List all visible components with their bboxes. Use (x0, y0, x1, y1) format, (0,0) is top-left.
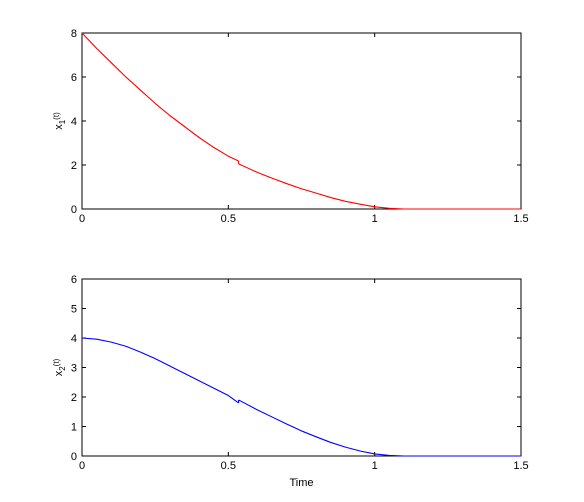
y-axis-label: x2(t) (52, 358, 67, 376)
y-tick-label: 8 (71, 28, 77, 40)
x-tick-label: 1 (372, 460, 378, 472)
x-tick-label: 1.5 (513, 213, 528, 225)
y-label-suffix: (t) (52, 358, 61, 366)
x-axis-label: Time (289, 477, 313, 489)
y-label-main: x (53, 124, 65, 130)
x-tick-label: 1.5 (513, 460, 528, 472)
series-line-segment (238, 163, 521, 210)
y-label-suffix: (t) (52, 112, 61, 120)
series-line-segment (81, 337, 239, 404)
y-label-main: x (53, 370, 65, 376)
x-tick-label: 0 (79, 460, 85, 472)
y-tick-label: 6 (71, 274, 77, 286)
y-tick-label: 2 (71, 392, 77, 404)
y-tick-label: 6 (71, 72, 77, 84)
y-axis-label: x1(t) (52, 112, 67, 130)
y-tick-label: 2 (71, 160, 77, 172)
y-label-subscript: 2 (58, 366, 67, 371)
y-tick-label: 4 (71, 333, 77, 345)
y-label-subscript: 1 (58, 119, 67, 124)
y-tick-label: 0 (71, 204, 77, 216)
y-tick-label: 4 (71, 116, 77, 128)
y-tick-label: 5 (71, 304, 77, 316)
series-line-segment (81, 32, 239, 162)
y-tick-label: 3 (71, 363, 77, 375)
x-tick-label: 0.5 (221, 213, 236, 225)
y-tick-label: 1 (71, 422, 77, 434)
x-tick-label: 0.5 (221, 460, 236, 472)
y-tick-label: 0 (71, 451, 77, 463)
axes-frame (81, 278, 522, 457)
x-tick-label: 1 (372, 213, 378, 225)
series-line-segment (238, 399, 521, 457)
axes-frame (81, 32, 522, 210)
x-tick-label: 0 (79, 213, 85, 225)
